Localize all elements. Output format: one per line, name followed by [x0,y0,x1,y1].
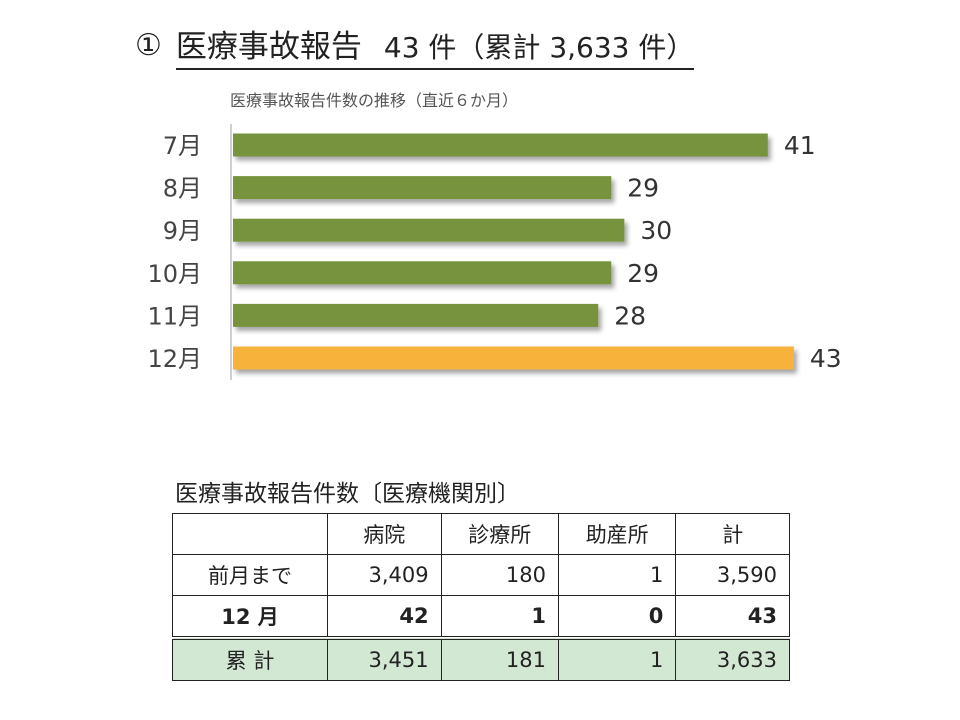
page-heading: ① 医療事故報告 43 件（累計 3,633 件） [135,21,695,70]
data-label: 30 [640,216,672,245]
table-row: 12 月 42 1 0 43 [172,595,790,639]
table-cell: 1 [557,554,677,596]
bar [233,133,768,157]
bar [233,218,625,242]
category-label: 8月 [163,175,202,203]
data-label: 43 [810,344,842,373]
category-label: 9月 [163,217,202,245]
table-cell: 42 [327,595,442,639]
table-cell: 0 [557,595,677,639]
data-label: 29 [627,174,659,203]
row-label: 前月まで [172,554,328,596]
header-cell-midwifery: 助産所 [557,513,677,555]
table-cell: 1 [557,637,677,681]
bar [233,346,794,370]
heading-title: 医療事故報告 [175,28,362,65]
table-cell: 3,409 [327,554,442,596]
report-table: 病院 診療所 助産所 計 前月まで 3,409 180 1 3,590 12 月… [172,513,790,681]
table-cell: 3,451 [327,637,442,681]
table-header-row: 病院 診療所 助産所 計 [172,513,790,555]
heading-number: ① [135,27,162,63]
bar [233,176,612,200]
data-label: 28 [614,301,646,330]
table-cell: 181 [440,637,559,681]
heading-main: 医療事故報告 43 件（累計 3,633 件） [175,21,695,70]
header-cell-blank [172,513,328,555]
table-cell: 3,590 [675,554,790,596]
table-cell: 180 [440,554,559,596]
table-cell: 1 [440,595,559,639]
bar [233,261,612,285]
table-row: 累 計 3,451 181 1 3,633 [172,637,790,681]
table-cell: 43 [675,595,790,639]
chart-title: 医療事故報告件数の推移（直近６か月） [230,91,518,110]
table-row: 前月まで 3,409 180 1 3,590 [172,554,790,596]
category-label: 10月 [147,260,202,288]
header-cell-clinic: 診療所 [440,513,559,555]
bar-chart: 医療事故報告件数の推移（直近６か月） 7月 41 8月 29 9月 30 10月 29 11月 2… [147,91,842,380]
table-title: 医療事故報告件数〔医療機関別〕 [175,481,520,507]
category-label: 7月 [163,132,202,160]
category-label: 12月 [147,345,202,373]
row-label: 累 計 [172,637,328,681]
row-label: 12 月 [172,595,328,639]
data-label: 29 [627,259,659,288]
table-cell: 3,633 [675,637,790,681]
data-label: 41 [784,131,816,160]
header-cell-total: 計 [675,513,790,555]
bar [233,303,599,327]
category-label: 11月 [147,302,202,330]
heading-count: 43 件（累計 3,633 件） [383,30,695,64]
header-cell-hospital: 病院 [327,513,442,555]
